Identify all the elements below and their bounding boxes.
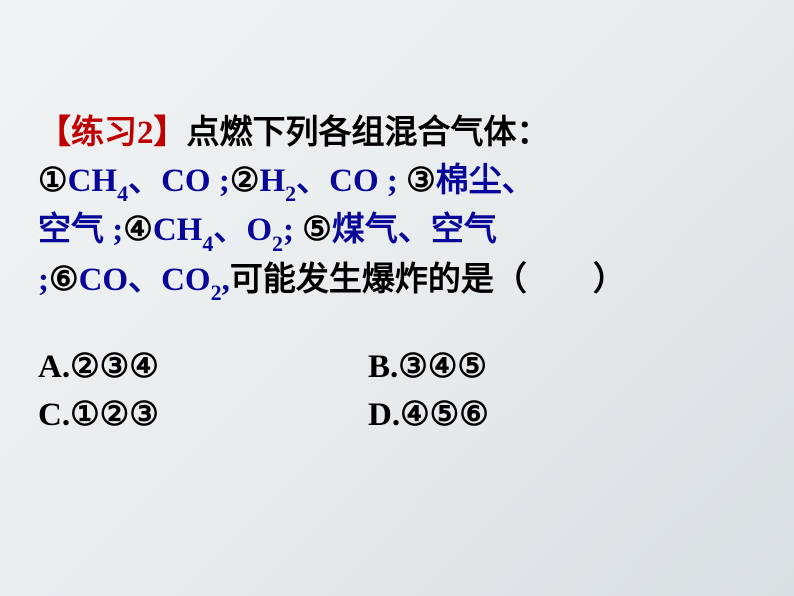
paren-space — [527, 262, 593, 298]
item-2-sub: 2 — [285, 181, 296, 206]
option-b: B.③④⑤ — [368, 344, 698, 392]
line-1: 【练习2】点燃下列各组混合气体： — [38, 110, 756, 158]
tail-text: 可能发生爆炸的是 — [230, 262, 494, 298]
item-4-ch: CH — [153, 212, 203, 248]
item-1-num: ① — [38, 158, 68, 206]
item-6-sub: 2 — [211, 280, 222, 305]
item-5-num: ⑤ — [302, 207, 332, 255]
item-3-num: ③ — [406, 158, 436, 206]
option-b-value: ③④⑤ — [398, 349, 487, 385]
item-2-num: ② — [230, 158, 260, 206]
slide-content: 【练习2】点燃下列各组混合气体： ①CH4、CO ;②H2、CO ; ③棉尘、 … — [0, 0, 794, 440]
line-3: 空气 ;④CH4、O2; ⑤煤气、空气 — [38, 207, 756, 256]
option-a: A.②③④ — [38, 344, 368, 392]
paren-open: （ — [494, 262, 527, 298]
option-c-prefix: C. — [38, 397, 70, 433]
option-d-value: ④⑤⑥ — [400, 397, 489, 433]
item-6-co: CO、CO — [79, 262, 211, 298]
item-6-comma: , — [222, 262, 230, 298]
paren-close: ） — [593, 262, 626, 298]
item-4-sub1: 4 — [202, 231, 213, 256]
prompt-text: 点燃下列各组混合气体： — [187, 115, 550, 151]
item-2-rest: 、CO ; — [296, 163, 398, 199]
item-5-cont: ; — [38, 262, 49, 298]
item-3-text: 棉尘、 — [436, 163, 535, 199]
option-a-prefix: A. — [38, 349, 70, 385]
item-5-text: 煤气、空气 — [332, 212, 497, 248]
option-d-prefix: D. — [368, 397, 400, 433]
option-c-value: ①②③ — [70, 397, 159, 433]
option-c: C.①②③ — [38, 392, 368, 440]
line-2: ①CH4、CO ;②H2、CO ; ③棉尘、 — [38, 158, 756, 207]
options-container: A.②③④ B.③④⑤ C.①②③ D.④⑤⑥ — [38, 344, 756, 440]
item-2-h: H — [259, 163, 285, 199]
item-6-num: ⑥ — [49, 257, 79, 305]
option-a-value: ②③④ — [70, 349, 159, 385]
item-1-rest: 、CO ; — [128, 163, 230, 199]
item-1-sub: 4 — [117, 181, 128, 206]
question-body: 【练习2】点燃下列各组混合气体： ①CH4、CO ;②H2、CO ; ③棉尘、 … — [38, 110, 756, 306]
option-d: D.④⑤⑥ — [368, 392, 698, 440]
item-3-cont: 空气 ; — [38, 212, 123, 248]
item-4-num: ④ — [123, 207, 153, 255]
item-4-o: 、O — [213, 212, 272, 248]
exercise-label: 【练习2】 — [38, 115, 187, 151]
line-4: ;⑥CO、CO2,可能发生爆炸的是（ ） — [38, 257, 756, 306]
option-b-prefix: B. — [368, 349, 398, 385]
item-1-ch: CH — [68, 163, 118, 199]
item-4-semi: ; — [283, 212, 294, 248]
item-4-sub2: 2 — [272, 231, 283, 256]
